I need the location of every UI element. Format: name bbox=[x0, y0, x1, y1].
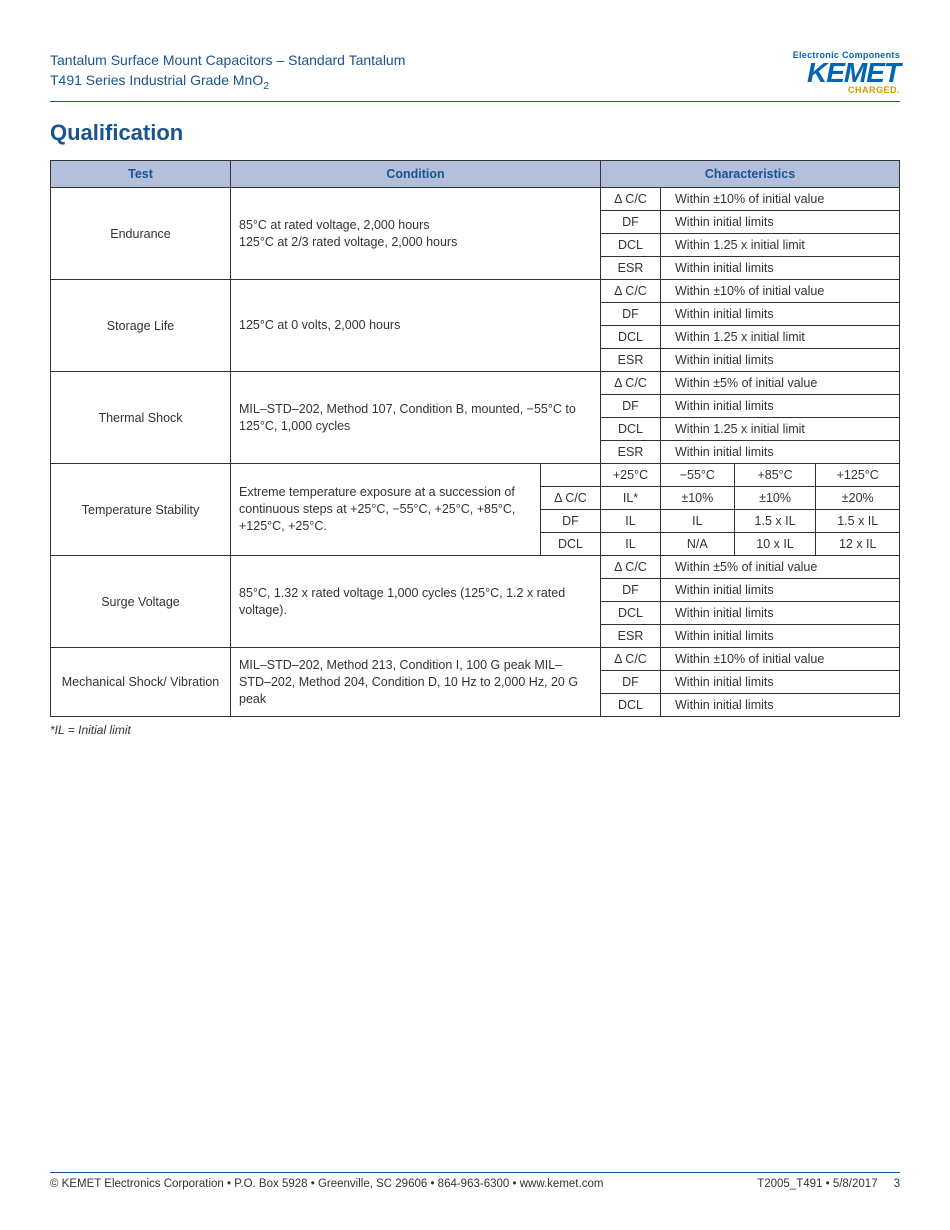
test-mech: Mechanical Shock/ Vibration bbox=[51, 648, 231, 717]
value: Within initial limits bbox=[661, 671, 900, 694]
param: DF bbox=[541, 510, 601, 533]
cond-endurance: 85°C at rated voltage, 2,000 hours 125°C… bbox=[231, 188, 601, 280]
value: Within ±10% of initial value bbox=[661, 280, 900, 303]
value: Within ±5% of initial value bbox=[661, 556, 900, 579]
footer-left: © KEMET Electronics Corporation • P.O. B… bbox=[50, 1178, 603, 1190]
header-line1: Tantalum Surface Mount Capacitors – Stan… bbox=[50, 50, 405, 70]
footer-page: 3 bbox=[894, 1178, 900, 1190]
test-thermal: Thermal Shock bbox=[51, 372, 231, 464]
param: DCL bbox=[601, 694, 661, 717]
cond-mech: MIL–STD–202, Method 213, Condition I, 10… bbox=[231, 648, 601, 717]
cond-tempstab: Extreme temperature exposure at a succes… bbox=[231, 464, 541, 556]
value: Within initial limits bbox=[661, 625, 900, 648]
param: Δ C/C bbox=[541, 487, 601, 510]
value: Within 1.25 x initial limit bbox=[661, 326, 900, 349]
param: Δ C/C bbox=[601, 280, 661, 303]
value: 1.5 x IL bbox=[816, 510, 900, 533]
cond-storage: 125°C at 0 volts, 2,000 hours bbox=[231, 280, 601, 372]
blank bbox=[541, 464, 601, 487]
value: 1.5 x IL bbox=[734, 510, 816, 533]
footer-doc: T2005_T491 • 5/8/2017 bbox=[757, 1178, 877, 1190]
value: Within ±10% of initial value bbox=[661, 188, 900, 211]
value: Within initial limits bbox=[661, 602, 900, 625]
param: DCL bbox=[601, 326, 661, 349]
value: ±10% bbox=[661, 487, 735, 510]
param: DCL bbox=[601, 418, 661, 441]
section-title: Qualification bbox=[50, 120, 900, 146]
value: Within initial limits bbox=[661, 211, 900, 234]
value: Within 1.25 x initial limit bbox=[661, 418, 900, 441]
cond-thermal: MIL–STD–202, Method 107, Condition B, mo… bbox=[231, 372, 601, 464]
value: Within ±5% of initial value bbox=[661, 372, 900, 395]
th-condition: Condition bbox=[231, 161, 601, 188]
param: DF bbox=[601, 671, 661, 694]
page-header: Tantalum Surface Mount Capacitors – Stan… bbox=[50, 50, 900, 102]
test-surge: Surge Voltage bbox=[51, 556, 231, 648]
param: ESR bbox=[601, 441, 661, 464]
value: ±20% bbox=[816, 487, 900, 510]
param: DF bbox=[601, 395, 661, 418]
test-endurance: Endurance bbox=[51, 188, 231, 280]
param: ESR bbox=[601, 625, 661, 648]
value: Within 1.25 x initial limit bbox=[661, 234, 900, 257]
page-footer: © KEMET Electronics Corporation • P.O. B… bbox=[50, 1172, 900, 1190]
value: 12 x IL bbox=[816, 533, 900, 556]
value: Within initial limits bbox=[661, 257, 900, 280]
value: IL bbox=[661, 510, 735, 533]
th-test: Test bbox=[51, 161, 231, 188]
value: Within initial limits bbox=[661, 395, 900, 418]
value: ±10% bbox=[734, 487, 816, 510]
cond-surge: 85°C, 1.32 x rated voltage 1,000 cycles … bbox=[231, 556, 601, 648]
col-header: +25°C bbox=[601, 464, 661, 487]
col-header: +85°C bbox=[734, 464, 816, 487]
test-tempstab: Temperature Stability bbox=[51, 464, 231, 556]
param: DCL bbox=[601, 234, 661, 257]
param: DCL bbox=[541, 533, 601, 556]
col-header: +125°C bbox=[816, 464, 900, 487]
value: 10 x IL bbox=[734, 533, 816, 556]
param: Δ C/C bbox=[601, 556, 661, 579]
value: Within initial limits bbox=[661, 579, 900, 602]
kemet-logo: Electronic Components KEMET CHARGED. bbox=[793, 50, 900, 95]
param: DF bbox=[601, 579, 661, 602]
header-line2: T491 Series Industrial Grade MnO2 bbox=[50, 70, 405, 94]
value: Within initial limits bbox=[661, 694, 900, 717]
param: Δ C/C bbox=[601, 188, 661, 211]
value: Within ±10% of initial value bbox=[661, 648, 900, 671]
value: IL* bbox=[601, 487, 661, 510]
value: Within initial limits bbox=[661, 303, 900, 326]
value: Within initial limits bbox=[661, 349, 900, 372]
qualification-table: Test Condition Characteristics Endurance… bbox=[50, 160, 900, 717]
param: DF bbox=[601, 211, 661, 234]
logo-wordmark: KEMET bbox=[793, 60, 900, 85]
col-header: −55°C bbox=[661, 464, 735, 487]
header-text: Tantalum Surface Mount Capacitors – Stan… bbox=[50, 50, 405, 94]
footnote: *IL = Initial limit bbox=[50, 723, 900, 737]
param: ESR bbox=[601, 257, 661, 280]
param: Δ C/C bbox=[601, 372, 661, 395]
test-storage: Storage Life bbox=[51, 280, 231, 372]
value: IL bbox=[601, 510, 661, 533]
value: N/A bbox=[661, 533, 735, 556]
param: ESR bbox=[601, 349, 661, 372]
value: Within initial limits bbox=[661, 441, 900, 464]
th-characteristics: Characteristics bbox=[601, 161, 900, 188]
param: DF bbox=[601, 303, 661, 326]
param: Δ C/C bbox=[601, 648, 661, 671]
value: IL bbox=[601, 533, 661, 556]
param: DCL bbox=[601, 602, 661, 625]
